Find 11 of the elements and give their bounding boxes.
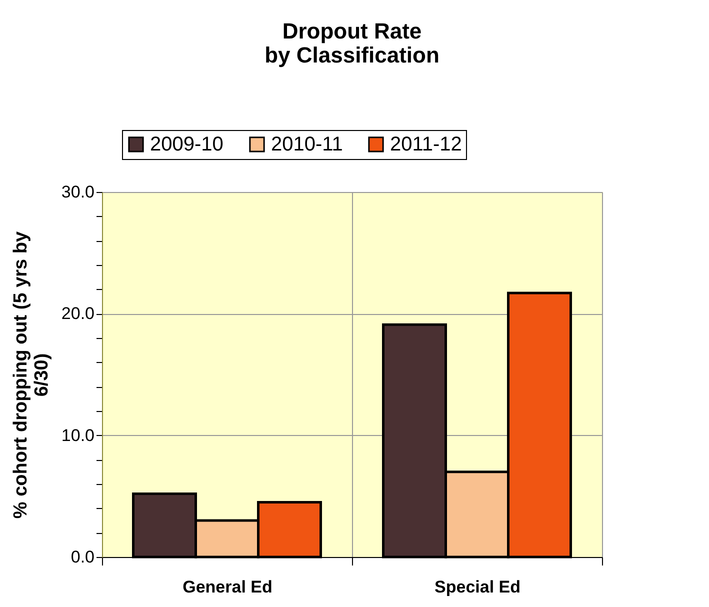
y-tick-label: 10.0: [61, 426, 94, 445]
x-tick-label: General Ed: [182, 578, 272, 596]
y-tick-label: 30.0: [61, 182, 94, 202]
y-tick-label: 0.0: [70, 548, 94, 566]
legend-label: 2009-10: [150, 133, 224, 156]
x-tick-label: Special Ed: [434, 578, 520, 596]
legend-label: 2011-12: [390, 133, 462, 156]
y-tick-label: 20.0: [61, 304, 94, 324]
chart-title: Dropout Rate by Classification: [264, 18, 440, 68]
y-axis-title: % cohort dropping out (5 yrs by 6/30): [10, 231, 52, 519]
legend-label: 2010-11: [271, 133, 343, 156]
